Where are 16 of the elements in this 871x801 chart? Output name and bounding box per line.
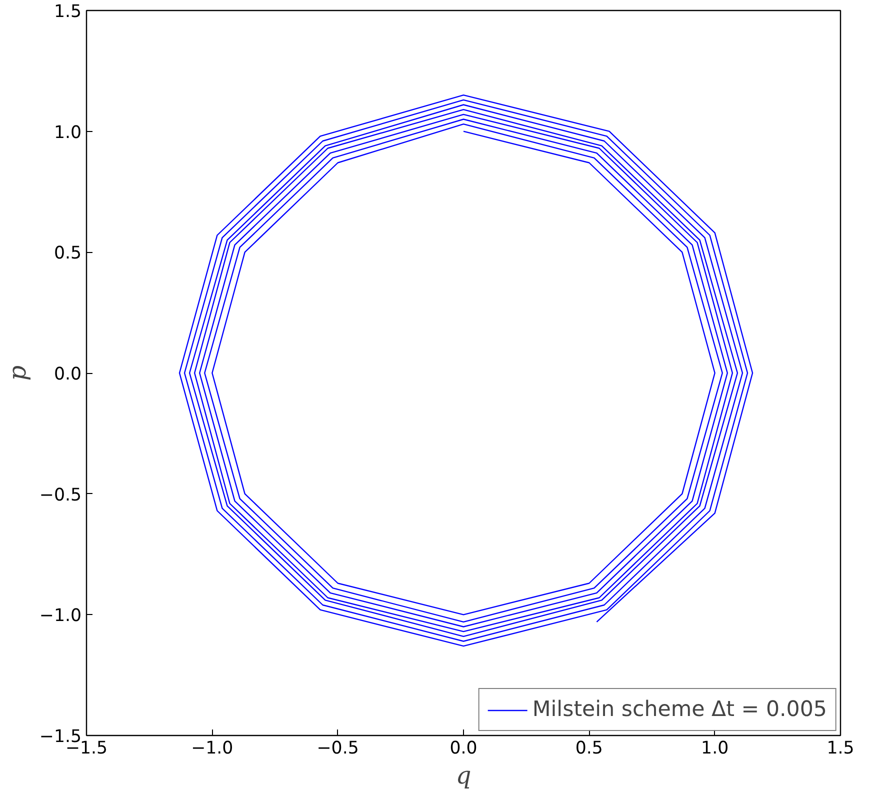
y-tick-label: −0.5: [39, 485, 82, 506]
y-tick-label: −1.0: [39, 606, 82, 626]
x-tick-label: 0.0: [450, 738, 478, 758]
y-tick-label: 0.0: [54, 364, 82, 384]
x-tick-label: −0.5: [316, 738, 359, 758]
line-series: [178, 94, 754, 647]
y-axis-title: p: [3, 365, 32, 381]
y-tick-label: 0.5: [54, 244, 82, 264]
x-tick-label: 0.5: [575, 738, 603, 758]
x-tick-label: 1.0: [701, 738, 729, 758]
x-tick-label: 1.5: [826, 738, 854, 758]
x-tick-label: −1.0: [191, 738, 234, 758]
legend-label: Milstein scheme Δt = 0.005: [532, 697, 827, 722]
y-tick-label: 1.5: [54, 2, 82, 22]
y-tick-label: 1.0: [54, 122, 82, 143]
x-axis-title: q: [456, 762, 472, 790]
